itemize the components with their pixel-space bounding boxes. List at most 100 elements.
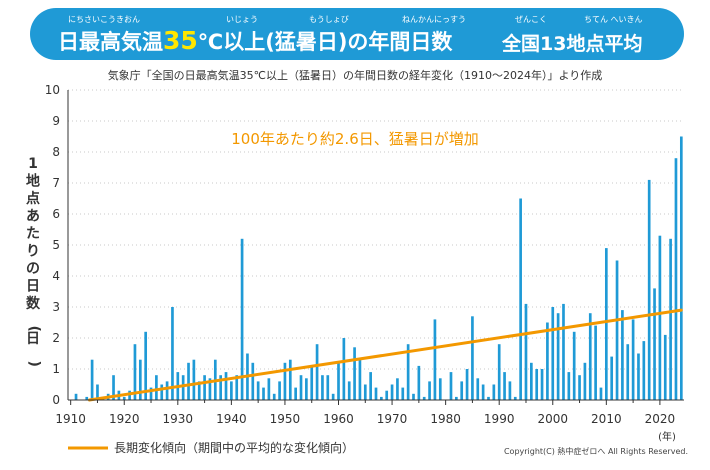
bar-1965 bbox=[363, 384, 367, 400]
y-tick-label: 7 bbox=[52, 176, 60, 190]
ruby-zenkoku: ぜんこく bbox=[515, 15, 547, 24]
bar-1942 bbox=[240, 238, 244, 400]
bar-1961 bbox=[342, 338, 346, 400]
bar-1947 bbox=[267, 378, 271, 400]
bar-2020 bbox=[658, 235, 662, 400]
main-title-part-1: 日最高気温 bbox=[58, 30, 163, 54]
bar-1968 bbox=[380, 396, 383, 400]
bar-1978 bbox=[433, 319, 437, 400]
bar-2001 bbox=[556, 313, 560, 400]
bar-1996 bbox=[530, 362, 533, 400]
bar-1991 bbox=[503, 372, 506, 400]
bar-1976 bbox=[422, 396, 426, 400]
bar-2004 bbox=[572, 331, 576, 400]
bar-1923 bbox=[138, 359, 142, 400]
bar-1979 bbox=[438, 378, 442, 400]
bar-1962 bbox=[347, 381, 351, 400]
bar-1977 bbox=[428, 381, 431, 400]
bar-1929 bbox=[171, 307, 174, 400]
bar-2017 bbox=[642, 341, 646, 400]
bar-1924 bbox=[144, 331, 148, 400]
bar-2019 bbox=[653, 288, 656, 400]
bar-1932 bbox=[187, 362, 190, 400]
bar-2021 bbox=[663, 334, 667, 400]
bar-1966 bbox=[369, 372, 372, 400]
x-tick-label: 1910 bbox=[55, 412, 86, 426]
bar-1995 bbox=[524, 303, 528, 400]
bar-2016 bbox=[637, 353, 640, 400]
bar-2002 bbox=[562, 303, 565, 400]
bar-1960 bbox=[337, 362, 340, 400]
bar-1950 bbox=[283, 362, 287, 400]
trend-line bbox=[87, 308, 683, 402]
bar-1957 bbox=[321, 375, 324, 400]
bar-2015 bbox=[631, 319, 635, 400]
bar-1946 bbox=[262, 387, 265, 400]
bar-1984 bbox=[465, 369, 469, 400]
bar-1970 bbox=[390, 384, 394, 400]
ruby-nichisaikoukion: にちさいこうきおん bbox=[68, 15, 140, 24]
bar-1969 bbox=[385, 390, 389, 400]
ruby-ijou: いじょう bbox=[226, 15, 258, 24]
bar-2010 bbox=[604, 248, 608, 400]
bar-1940 bbox=[230, 381, 233, 400]
bar-1945 bbox=[256, 381, 260, 400]
bar-1949 bbox=[278, 381, 281, 400]
bar-1989 bbox=[492, 384, 496, 400]
bar-1913 bbox=[85, 396, 89, 400]
bar-2006 bbox=[583, 362, 587, 400]
bar-2009 bbox=[599, 387, 603, 400]
bar-1972 bbox=[401, 387, 405, 400]
y-axis-label: 1 地点あたりの日数(日) bbox=[26, 156, 42, 367]
x-tick-label: 2010 bbox=[591, 412, 622, 426]
x-tick-label: 1950 bbox=[270, 412, 301, 426]
bar-2023 bbox=[674, 158, 678, 400]
bar-2013 bbox=[621, 310, 624, 400]
bar-2007 bbox=[588, 313, 592, 400]
bar-2022 bbox=[669, 238, 672, 400]
source-subtitle: 気象庁「全国の日最高気温35℃以上（猛暑日）の年間日数の経年変化（1910～20… bbox=[107, 69, 603, 82]
bar-2024 bbox=[679, 136, 683, 400]
bar-1998 bbox=[540, 369, 544, 400]
axes bbox=[67, 90, 684, 405]
bar-1955 bbox=[310, 365, 314, 400]
bar-1935 bbox=[203, 375, 206, 400]
bar-2003 bbox=[567, 372, 571, 400]
bar-1993 bbox=[513, 396, 517, 400]
ruby-chitenheikin: ちてん へいきん bbox=[584, 15, 643, 24]
bar-1928 bbox=[165, 381, 169, 400]
bar-2005 bbox=[578, 375, 581, 400]
bar-1914 bbox=[90, 359, 94, 400]
x-tick-label: 1970 bbox=[377, 412, 408, 426]
bar-1973 bbox=[406, 344, 410, 400]
x-tick-label: 1940 bbox=[216, 412, 247, 426]
bar-1939 bbox=[224, 372, 228, 400]
x-tick-label: 2000 bbox=[537, 412, 568, 426]
bar-1953 bbox=[299, 375, 303, 400]
bar-1999 bbox=[546, 322, 549, 400]
bar-1982 bbox=[455, 396, 458, 400]
main-title-part-2: ℃以上(猛暑日)の年間日数 bbox=[197, 30, 453, 54]
y-tick-labels: 0 1 2 3 4 5 6 7 8 9 10 bbox=[45, 83, 60, 407]
ruby-nenkannissuu: ねんかんにっすう bbox=[402, 15, 466, 24]
bar-1992 bbox=[508, 381, 512, 400]
bar-1964 bbox=[358, 359, 362, 400]
title-banner: にちさいこうきおん いじょう もうしょび ねんかんにっすう ぜんこく ちてん へ… bbox=[30, 8, 684, 60]
bar-1922 bbox=[133, 344, 137, 400]
x-tick-label: 1930 bbox=[163, 412, 194, 426]
bar-1944 bbox=[251, 362, 255, 400]
bar-1967 bbox=[374, 387, 378, 400]
bar-1954 bbox=[305, 378, 308, 400]
bar-2000 bbox=[551, 307, 555, 400]
y-tick-label: 0 bbox=[52, 393, 60, 407]
x-unit-label: (年) bbox=[658, 430, 676, 443]
gridlines bbox=[68, 89, 684, 370]
bar-1990 bbox=[497, 344, 501, 400]
bar-1986 bbox=[476, 378, 480, 400]
y-tick-label: 2 bbox=[52, 331, 60, 345]
bar-1933 bbox=[192, 359, 196, 400]
bar-1981 bbox=[449, 372, 453, 400]
legend-label: 長期変化傾向（期間中の平均的な変化傾向） bbox=[114, 440, 354, 455]
bar-1915 bbox=[96, 384, 99, 400]
bar-1971 bbox=[396, 378, 399, 400]
